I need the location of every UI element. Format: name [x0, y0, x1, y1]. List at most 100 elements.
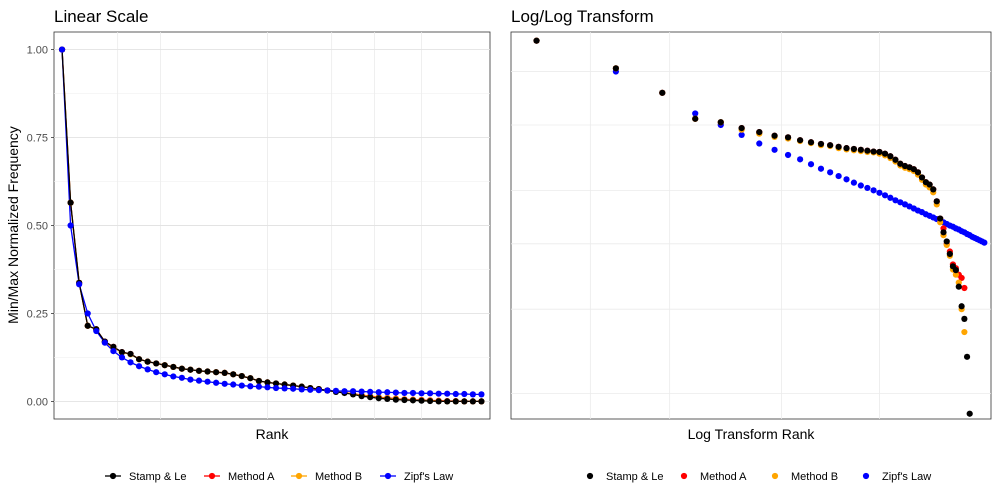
data-point — [817, 140, 825, 148]
data-point — [807, 139, 815, 146]
data-point — [444, 390, 451, 397]
data-point — [349, 388, 357, 395]
data-point — [84, 322, 91, 329]
data-point — [178, 374, 185, 381]
data-point — [153, 369, 160, 376]
grid-left — [54, 32, 490, 419]
data-point — [264, 384, 271, 391]
data-point — [247, 383, 254, 390]
legend-label: Method B — [315, 471, 362, 483]
data-point — [58, 46, 66, 53]
data-point — [67, 199, 74, 206]
data-point — [738, 125, 745, 132]
data-point — [187, 376, 194, 383]
data-point — [864, 147, 871, 154]
data-point — [153, 360, 160, 367]
data-point — [963, 353, 971, 360]
data-point — [281, 385, 288, 392]
legend-item: Zipf's Law — [380, 471, 453, 483]
data-point — [264, 379, 271, 386]
data-point — [204, 368, 211, 375]
data-point — [272, 380, 280, 387]
data-point — [966, 410, 973, 417]
data-point — [409, 389, 417, 397]
legend-marker — [208, 472, 216, 480]
data-point — [952, 267, 959, 274]
data-point — [958, 274, 965, 282]
legend-label: Zipf's Law — [404, 471, 453, 483]
data-point — [76, 281, 83, 288]
legend-label: Method A — [228, 471, 275, 483]
data-point — [324, 387, 331, 394]
data-point — [213, 379, 220, 386]
y-axis-ticks-left: 0.00 0.25 0.50 0.75 1.00 — [27, 45, 54, 408]
data-point — [384, 395, 391, 403]
data-point — [897, 199, 904, 206]
data-point — [221, 380, 228, 387]
data-point — [332, 387, 340, 394]
data-point — [367, 388, 374, 396]
legend-item: Method B — [291, 471, 362, 483]
data-point — [827, 169, 834, 176]
data-point — [298, 386, 305, 393]
data-point — [469, 398, 476, 405]
data-point — [195, 367, 203, 374]
data-point — [738, 131, 745, 139]
data-point — [659, 89, 666, 96]
data-point — [255, 383, 263, 390]
data-point — [290, 385, 297, 392]
data-point — [135, 363, 143, 370]
data-point — [881, 192, 889, 199]
data-point — [392, 389, 399, 396]
y-tick-label: 0.00 — [27, 396, 48, 408]
data-point — [67, 222, 74, 229]
data-point — [101, 339, 108, 346]
data-point — [914, 169, 922, 176]
data-point — [272, 384, 280, 392]
y-axis-label-left: Min/Max Normalized Frequency — [5, 126, 21, 324]
series-points-right — [533, 37, 988, 417]
data-point — [892, 156, 899, 163]
data-point — [843, 145, 850, 152]
data-point — [887, 194, 894, 201]
data-point — [461, 390, 468, 398]
data-point — [533, 37, 540, 44]
data-point — [238, 382, 245, 389]
y-tick-label: 1.00 — [27, 45, 48, 57]
legend-right: Stamp & Le Method A Method B Zipf's Law — [586, 471, 931, 483]
data-point — [835, 172, 842, 180]
legend-item: Method A — [204, 471, 275, 483]
data-point — [392, 396, 399, 403]
data-point — [952, 271, 959, 278]
legend-marker — [862, 472, 870, 480]
data-point — [144, 358, 151, 365]
data-point — [401, 396, 408, 404]
data-point — [961, 284, 968, 292]
data-point — [958, 303, 965, 310]
data-point — [946, 250, 953, 258]
legend-marker — [109, 472, 117, 480]
data-point — [358, 393, 365, 400]
y-tick-label: 0.50 — [27, 221, 48, 233]
data-point — [771, 146, 778, 153]
y-tick-label: 0.75 — [27, 133, 48, 145]
data-point — [857, 146, 864, 153]
data-point — [864, 184, 871, 192]
data-point — [367, 394, 374, 401]
data-point — [375, 395, 382, 402]
data-point — [827, 142, 834, 149]
data-point — [409, 397, 417, 404]
data-point — [756, 128, 763, 136]
data-point — [93, 327, 100, 335]
data-point — [118, 349, 126, 356]
data-point — [756, 140, 763, 147]
data-point — [469, 391, 476, 398]
data-point — [771, 132, 778, 139]
linear-scale-panel: 0.00 0.25 0.50 0.75 1.00 Linear Scale Rank M… — [5, 7, 491, 442]
legend-label: Zipf's Law — [882, 471, 931, 483]
data-point — [435, 398, 442, 405]
data-point — [870, 148, 877, 155]
data-point — [876, 189, 883, 196]
legend-marker — [680, 472, 688, 480]
